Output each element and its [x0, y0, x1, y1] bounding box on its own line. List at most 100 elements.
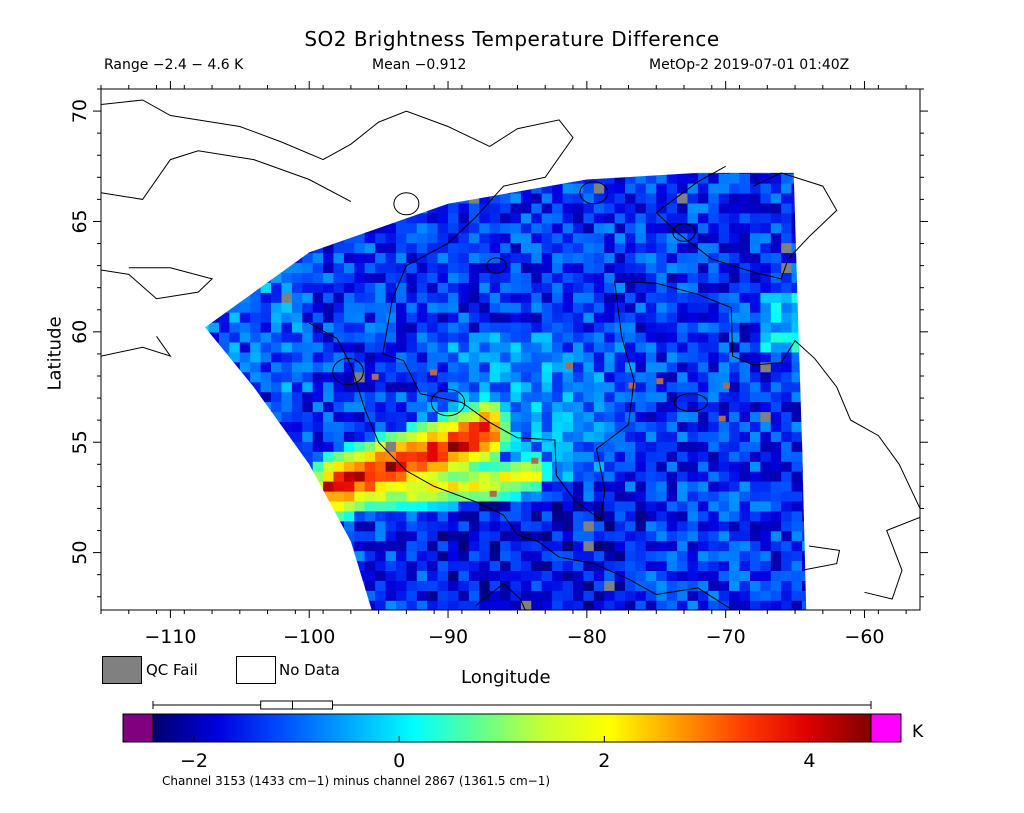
swath-pixel	[281, 361, 293, 373]
swath-pixel	[312, 391, 324, 403]
swath-pixel	[677, 590, 689, 601]
swath-pixel	[625, 232, 637, 244]
swath-pixel	[687, 431, 699, 442]
swath-pixel	[260, 172, 272, 184]
swath-pixel	[219, 530, 231, 542]
swath-pixel	[364, 351, 376, 363]
swath-pixel	[802, 580, 807, 591]
swath-pixel	[583, 302, 595, 313]
swath-pixel	[333, 371, 345, 383]
swath-pixel	[302, 570, 314, 581]
swath-pixel	[354, 361, 366, 373]
swath-pixel	[458, 500, 470, 512]
swath-pixel	[312, 470, 324, 482]
swath-pixel	[489, 540, 501, 552]
swath-pixel	[583, 580, 595, 591]
chart-title: SO2 Brightness Temperature Difference	[304, 27, 720, 51]
y-tick-label-65: 65	[69, 209, 91, 233]
swath-pixel	[281, 600, 293, 610]
swath-pixel	[416, 401, 428, 413]
swath-pixel	[604, 272, 616, 283]
swath-pixel	[739, 381, 751, 393]
swath-pixel	[614, 540, 626, 552]
swath-pixel	[604, 321, 616, 333]
swath-pixel	[385, 570, 397, 581]
swath-pixel	[541, 252, 553, 264]
swath-pixel	[479, 252, 491, 264]
swath-pixel	[364, 550, 376, 562]
swath-pixel	[416, 441, 428, 452]
swath-pixel	[468, 331, 481, 343]
swath-pixel	[500, 331, 512, 343]
swath-pixel	[437, 590, 449, 601]
swath-pixel	[229, 172, 241, 184]
swath-pixel	[239, 480, 251, 492]
swath-pixel	[697, 321, 710, 333]
swath-pixel	[437, 182, 449, 194]
swath-pixel	[635, 560, 647, 571]
swath-pixel	[552, 252, 564, 264]
swath-pixel	[250, 480, 262, 492]
swath-pixel	[604, 451, 616, 462]
swath-pixel	[427, 540, 439, 552]
channel-note: Channel 3153 (1433 cm−1) minus channel 2…	[162, 774, 551, 788]
swath-pixel	[260, 580, 272, 591]
swath-pixel	[205, 560, 210, 571]
swath-pixel	[500, 500, 512, 512]
swath-pixel	[416, 560, 428, 571]
swath-pixel	[552, 341, 564, 353]
swath-pixel	[271, 182, 283, 194]
swath-pixel	[614, 312, 626, 323]
swath-pixel	[656, 321, 668, 333]
swath-pixel	[697, 411, 710, 422]
swath-pixel	[333, 470, 345, 482]
swath-pixel	[271, 262, 283, 273]
swath-pixel	[271, 282, 283, 293]
swath-pixel	[552, 451, 564, 462]
swath-pixel	[205, 590, 210, 601]
swath-pixel	[427, 550, 439, 562]
swath-pixel	[260, 520, 272, 532]
swath-pixel	[229, 401, 241, 413]
swath-pixel	[458, 312, 470, 323]
swath-pixel	[604, 431, 616, 442]
swath-pixel	[364, 312, 376, 323]
swath-pixel	[562, 371, 574, 383]
swath-pixel	[239, 590, 251, 601]
swath-pixel	[489, 560, 501, 571]
swath-pixel	[645, 580, 657, 591]
swath-pixel	[239, 461, 251, 472]
swath-pixel	[281, 470, 293, 482]
swath-pixel	[708, 520, 720, 532]
swath-pixel	[291, 172, 304, 184]
swath-pixel	[604, 441, 616, 452]
swath-pixel	[219, 391, 231, 403]
swath-pixel	[427, 361, 439, 373]
swath-pixel	[250, 590, 262, 601]
swath-pixel	[302, 451, 314, 462]
swath-pixel	[260, 451, 272, 462]
swath-pixel	[750, 242, 762, 254]
swath-pixel	[385, 441, 397, 452]
swath-pixel	[520, 480, 533, 492]
swath-pixel	[520, 351, 533, 363]
swath-pixel	[354, 570, 366, 581]
swath-pixel	[625, 490, 637, 502]
swath-pixel	[427, 520, 439, 532]
swath-pixel	[208, 222, 220, 234]
swath-pixel	[406, 302, 418, 313]
swath-pixel	[770, 600, 782, 610]
swath-pixel	[375, 431, 387, 442]
swath-pixel	[260, 461, 272, 472]
swath-pixel	[416, 222, 428, 234]
swath-pixel	[593, 451, 605, 462]
swath-pixel	[593, 331, 605, 343]
swath-pixel	[406, 351, 418, 363]
swath-pixel	[760, 490, 772, 502]
swath-pixel	[489, 341, 501, 353]
swath-pixel	[208, 540, 220, 552]
swath-pixel	[656, 461, 668, 472]
swath-pixel	[666, 490, 678, 502]
swath-pixel	[437, 520, 449, 532]
swath-pixel	[208, 441, 220, 452]
